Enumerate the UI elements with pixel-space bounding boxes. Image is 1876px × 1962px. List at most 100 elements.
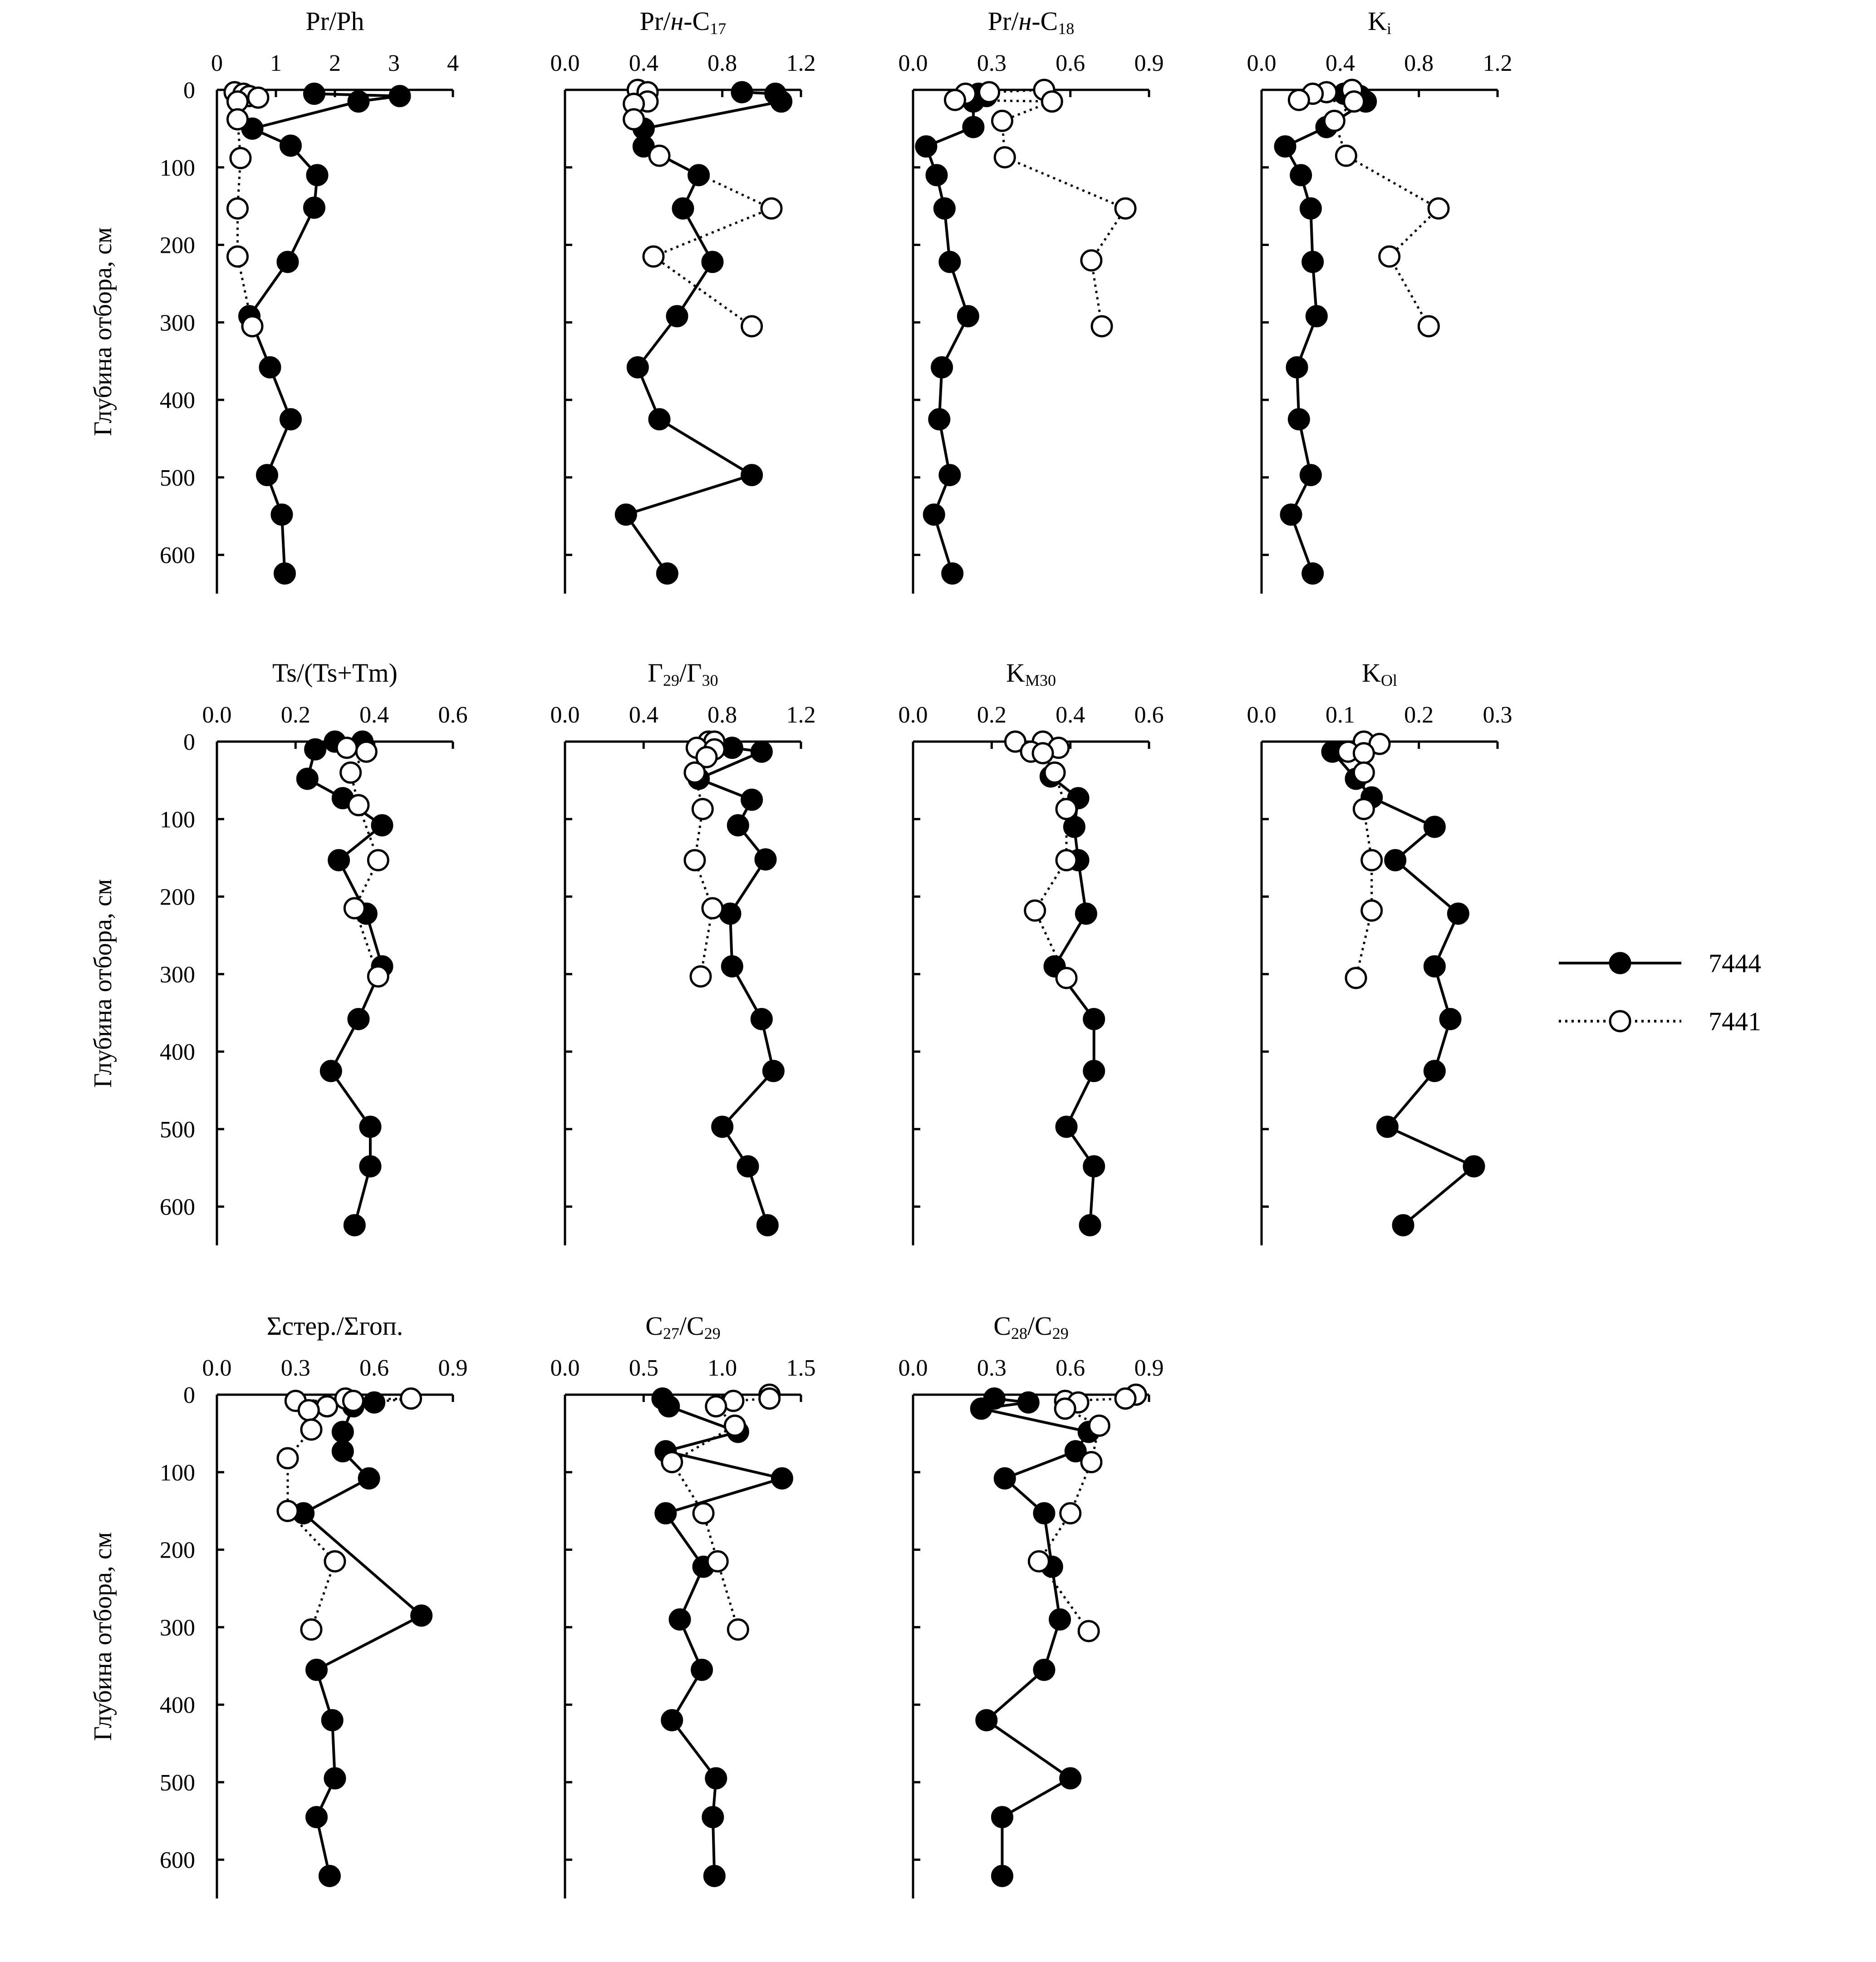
x-tick-label: 0.4 [359,702,389,728]
data-point-7444 [1301,251,1324,273]
data-point-7444 [328,849,350,871]
data-point-7441 [943,89,966,111]
data-point-7441 [1335,144,1357,167]
data-point-7444 [1083,1008,1105,1030]
data-point-7444 [270,503,293,526]
data-point-7444 [993,1467,1016,1490]
y-axis-label: Глубина отбора, см [89,879,117,1088]
data-point-7444 [305,1658,328,1681]
x-tick-label: 0.3 [977,50,1007,76]
data-point-7441 [226,197,249,220]
data-point-7441 [367,849,389,871]
data-point-7444 [303,83,325,105]
data-point-7444 [731,81,753,103]
data-point-7444 [648,408,671,431]
data-point-7441 [1090,315,1113,338]
data-point-7444 [1055,1116,1078,1138]
data-point-7444 [1075,902,1097,925]
data-point-7444 [1423,816,1446,838]
data-point-7441 [1345,967,1367,989]
data-point-7444 [727,814,749,836]
chart-panel-5: 0.0 0.2 0.4 0.6 0 100 200 300 400 500 600 Глубина о… [89,658,468,1245]
data-point-7444 [702,1806,724,1829]
y-tick-label: 200 [160,1538,195,1564]
data-point-7444 [957,305,979,328]
data-point-7441 [1114,1387,1137,1410]
data-point-7444 [1049,1608,1071,1631]
data-point-7444 [1423,955,1446,978]
data-point-7444 [658,1395,680,1418]
data-point-7441 [1027,1550,1050,1573]
data-point-7441 [692,1502,715,1524]
chart-panel-9: 0.0 0.3 0.6 0.9 0 100 200 300 400 500 600 Глубина о… [89,1311,468,1898]
x-tick-label: 0.6 [1056,1355,1085,1381]
data-point-7441 [1417,315,1440,338]
legend-marker-7441 [1609,1010,1631,1033]
data-point-7441 [993,146,1016,169]
y-tick-label: 600 [160,1848,195,1873]
data-point-7444 [701,251,724,273]
x-tick-label: 0.0 [1247,50,1277,76]
x-tick-label: 0.9 [438,1355,468,1381]
data-point-7441 [978,81,1001,103]
data-point-7441 [758,1387,781,1410]
x-tick-label: 0.3 [281,1355,310,1381]
data-point-7444 [750,740,773,763]
data-point-7444 [666,305,688,328]
data-point-7441 [1088,1414,1110,1437]
x-tick-label: 0.8 [707,50,737,76]
data-point-7441 [642,245,665,268]
x-tick-label: 0.0 [202,1355,232,1381]
data-point-7444 [771,1467,793,1490]
data-point-7441 [741,315,763,338]
data-point-7444 [991,1806,1013,1829]
x-tick-label: 0.9 [1134,1355,1164,1381]
data-point-7444 [274,562,296,585]
data-point-7444 [359,1155,382,1178]
data-point-7441 [1352,761,1375,784]
data-point-7441 [1055,798,1078,821]
x-tick-label: 0.2 [1404,702,1434,728]
data-point-7444 [1059,1767,1082,1790]
y-axis-label: Глубина отбора, см [89,1532,117,1741]
x-tick-label: 0.0 [550,50,580,76]
data-point-7444 [1286,356,1308,379]
y-tick-label: 0 [183,78,195,103]
data-point-7441 [648,144,671,167]
data-point-7444 [305,1806,328,1829]
data-point-7441 [1004,730,1026,753]
data-point-7444 [750,1008,773,1030]
panel-title: KM30 [1006,658,1056,689]
x-tick-label: 0.0 [550,702,580,728]
data-point-7444 [347,1008,370,1030]
data-point-7441 [316,1395,339,1418]
y-tick-label: 500 [160,1770,195,1796]
x-tick-label: 0.0 [899,702,928,728]
y-tick-label: 300 [160,962,195,988]
data-point-7444 [1423,1060,1446,1082]
data-point-7441 [339,761,362,784]
x-tick-label: 0.9 [1134,50,1164,76]
series-line-7441 [286,1397,413,1630]
x-tick-label: 1.2 [1483,50,1513,76]
panel-title: Pr/Ph [306,6,364,36]
y-tick-label: 300 [160,310,195,336]
data-point-7444 [711,1116,734,1138]
data-point-7441 [347,794,370,816]
data-point-7441 [1059,1502,1082,1524]
data-point-7441 [1352,798,1375,821]
y-tick-label: 300 [160,1615,195,1641]
data-point-7441 [623,108,645,131]
data-point-7441 [661,1451,683,1474]
panel-title: Г29/Г30 [648,658,718,689]
data-point-7444 [970,1397,992,1420]
series-line-7441 [671,1395,771,1630]
y-tick-label: 600 [160,1195,195,1220]
legend-label-7444: 7444 [1709,949,1761,978]
x-tick-label: 0.2 [281,702,310,728]
x-tick-label: 0.3 [1483,702,1513,728]
chart-panel-6: 0.0 0.4 0.8 1.2 Г29/Г30 [550,658,816,1245]
series-line-7444 [248,92,401,574]
panel-title: Ki [1368,6,1391,38]
